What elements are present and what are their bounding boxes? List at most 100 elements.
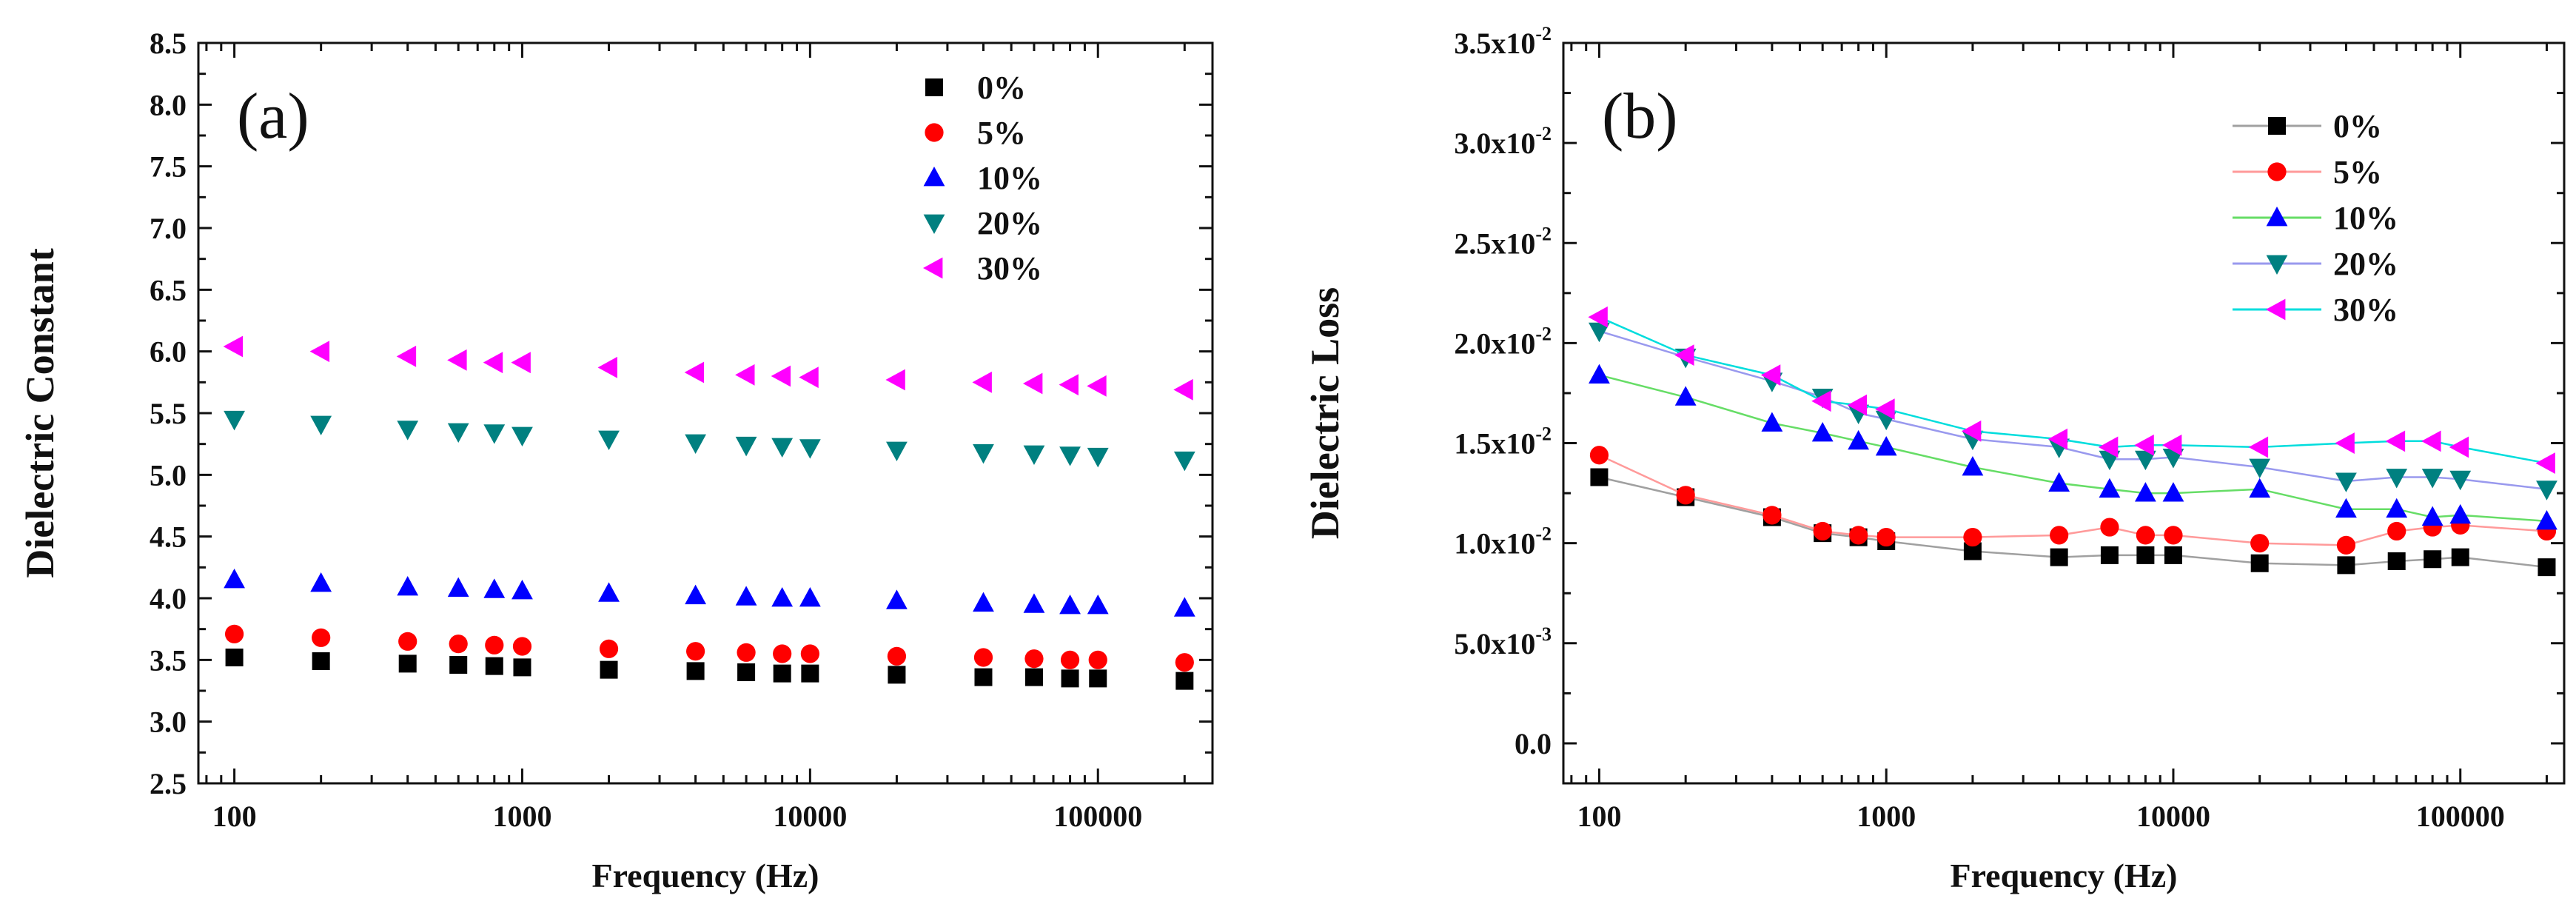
data-point (2099, 478, 2121, 498)
data-point (1963, 542, 1982, 560)
data-point (310, 415, 332, 435)
data-point (1087, 375, 1107, 397)
data-point (1961, 420, 1982, 442)
data-point (2335, 432, 2355, 454)
data-point (771, 438, 794, 458)
data-point (735, 586, 757, 606)
series-5pct (224, 624, 1194, 672)
data-point (1876, 527, 1896, 547)
legend-label: 0% (2333, 108, 2382, 144)
y-axis: 2.5 3.0 3.5 4.0 4.5 5.0 5.5 6.0 6.5 7.0 7.5 8.0 8.5 (150, 27, 1212, 800)
data-point (1087, 595, 1109, 615)
plot-frame (1562, 41, 2566, 785)
legend-label: 10% (977, 160, 1042, 196)
data-series (1588, 306, 2557, 577)
y-tick-mantissa: 2.5x10 (1454, 227, 1535, 260)
data-point (2386, 469, 2408, 489)
data-point (2048, 472, 2070, 492)
data-point (2449, 503, 2472, 524)
data-point (396, 345, 417, 367)
y-tick-label: 0.0 (1515, 727, 1552, 760)
data-point (224, 569, 245, 589)
data-point (1761, 412, 1783, 432)
data-point (1173, 597, 1195, 617)
data-point (886, 441, 908, 461)
y-tick-mantissa: 5.0x10 (1454, 627, 1535, 660)
y-tick-exponent: -2 (1535, 424, 1552, 445)
data-point (513, 658, 531, 677)
data-point (2536, 509, 2557, 530)
data-point (1173, 451, 1195, 472)
data-point (2250, 554, 2269, 572)
data-point (1875, 398, 1895, 420)
legend-label: 0% (977, 70, 1026, 106)
data-point (2134, 450, 2156, 471)
panel-a-dielectric-constant-chart: 100 1000 10000 100000 2.5 3.0 3.5 4.0 4.5 5.0 5.5 6… (18, 27, 1214, 894)
y-axis-title: Dielectric Loss (1303, 287, 1347, 539)
legend-label: 30% (2333, 292, 2398, 328)
data-point (886, 589, 908, 609)
x-tick-label: 100 (1577, 800, 1621, 833)
data-point (449, 656, 468, 674)
x-tick-label: 100000 (2416, 800, 2505, 833)
data-point (483, 578, 506, 598)
data-point (1175, 653, 1194, 672)
y-tick-label: 3.0 (150, 706, 187, 739)
y-tick-mantissa: 3.0x10 (1454, 127, 1535, 160)
data-point (2134, 482, 2156, 502)
data-point (974, 668, 993, 686)
data-point (686, 662, 705, 680)
legend-label: 5% (977, 115, 1026, 151)
data-point (1022, 372, 1043, 395)
data-point (310, 572, 332, 592)
data-point (224, 410, 245, 431)
data-point (887, 646, 907, 666)
data-point (483, 424, 506, 444)
y-tick-label: 1.5x10-2 (1454, 424, 1552, 461)
data-point (2335, 498, 2357, 518)
data-point (1962, 455, 1984, 476)
data-point (2421, 430, 2441, 452)
series-0pct (225, 649, 1194, 690)
data-point (1024, 668, 1043, 686)
x-axis-title: Frequency (Hz) (591, 857, 819, 894)
data-point (1589, 364, 1610, 384)
y-tick-exponent: -3 (1535, 623, 1552, 645)
data-point (686, 642, 705, 661)
data-point (685, 434, 707, 454)
x-axis-title: Frequency (Hz) (1950, 857, 2177, 894)
data-point (1589, 322, 1610, 343)
legend-label: 10% (2333, 200, 2398, 236)
data-point (2161, 434, 2182, 456)
data-point (597, 356, 617, 378)
data-point (737, 643, 756, 662)
data-point (1087, 447, 1109, 468)
data-point (485, 657, 503, 675)
data-point (447, 423, 469, 443)
data-point (599, 639, 619, 658)
legend-marker (923, 167, 945, 187)
data-point (2421, 506, 2443, 526)
data-point (2250, 534, 2270, 553)
x-tick-label: 10000 (773, 800, 847, 833)
data-point (447, 349, 467, 371)
data-point (2050, 526, 2069, 545)
data-point (1588, 306, 1608, 328)
y-tick-label: 2.0x10-2 (1454, 323, 1552, 360)
y-tick-label: 7.0 (150, 212, 187, 245)
legend-marker (2267, 162, 2287, 181)
data-point (2387, 552, 2406, 570)
legend-marker (925, 78, 943, 96)
data-point (224, 624, 244, 643)
legend-marker (923, 257, 943, 279)
data-point (2136, 546, 2155, 564)
legend-marker (923, 214, 945, 234)
data-point (2136, 526, 2155, 545)
x-tick-label: 10000 (2136, 800, 2210, 833)
y-tick-label: 5.5 (150, 397, 187, 430)
data-point (449, 635, 468, 654)
data-point (2248, 436, 2269, 458)
data-point (773, 664, 791, 683)
data-point (801, 664, 819, 683)
